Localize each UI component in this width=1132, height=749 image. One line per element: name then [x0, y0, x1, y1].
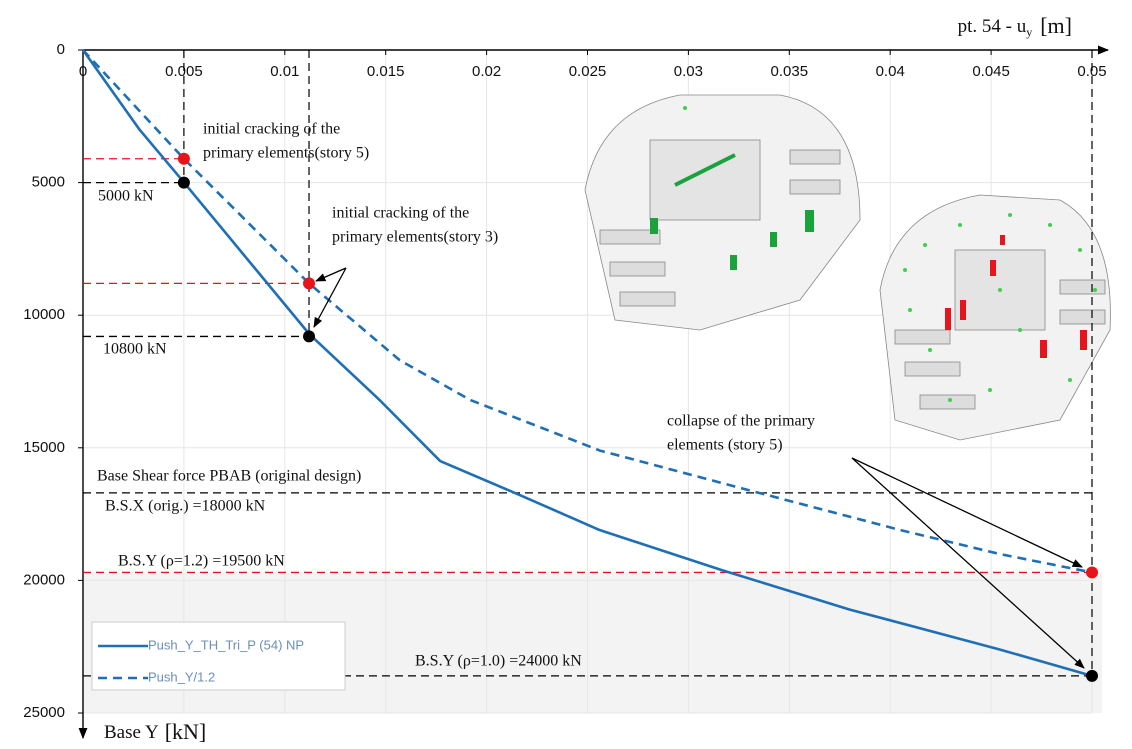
- y-tick-label: 5000: [32, 174, 65, 191]
- annotation: B.S.X (orig.) =18000 kN: [105, 498, 266, 515]
- y-tick-label: 15000: [23, 439, 65, 456]
- annotation: elements (story 5): [667, 437, 783, 454]
- x-tick-label: 0.005: [165, 63, 203, 80]
- legend-label: Push_Y/1.2: [148, 669, 215, 684]
- y-tick-label: 0: [57, 41, 65, 58]
- reference-label: B.S.Y (ρ=1.0) =24000 kN: [415, 653, 582, 670]
- x-tick-label: 0.035: [771, 63, 809, 80]
- reference-label: Base Shear force PBAB (original design): [97, 468, 361, 485]
- legend-box: [91, 621, 346, 691]
- x-tick-label: 0.03: [674, 63, 703, 80]
- reference-label: B.S.Y (ρ=1.2) =19500 kN: [118, 553, 285, 570]
- marker-point: [1086, 566, 1098, 579]
- x-tick-label: 0.015: [367, 63, 405, 80]
- marker-point: [1086, 669, 1098, 682]
- building-illustration: [584, 94, 1111, 441]
- marker-point: [177, 176, 190, 189]
- x-tick-label: 0.02: [472, 63, 501, 80]
- series-line: [82, 49, 1093, 574]
- x-tick-label: 0.045: [972, 63, 1010, 80]
- x-tick-label: 0.04: [876, 63, 905, 80]
- marker-point: [177, 152, 190, 165]
- x-axis-title-part: pt. 54 - u: [958, 16, 1027, 37]
- y-tick-label: 25000: [23, 704, 65, 721]
- plot-area: 0 0.005 0.01 0.015 0.02 0.025 0.03 0.035 0.04 0.0…: [23, 13, 1110, 744]
- annotation-arrows: [313, 267, 1085, 669]
- reference-label: 5000 kN: [98, 188, 154, 205]
- annotation: primary elements(story 3): [332, 229, 498, 246]
- x-tick-label: 0.01: [270, 63, 299, 80]
- y-axis-title-part: Base Y: [104, 722, 159, 743]
- x-axis-title-part: y: [1026, 25, 1032, 39]
- legend-label: Push_Y_TH_Tri_P (54) NP: [148, 637, 304, 652]
- annotation: primary elements(story 5): [203, 145, 369, 162]
- reference-label: 10800 kN: [103, 341, 167, 358]
- x-axis-title: pt. 54 - uy [m]: [958, 13, 1072, 39]
- annotation: collapse of the primary: [667, 413, 815, 430]
- series-line: [81, 49, 1093, 678]
- legend: Push_Y_TH_Tri_P (54) NP Push_Y/1.2: [98, 637, 304, 684]
- marker-point: [303, 330, 316, 343]
- annotation: initial cracking of the: [203, 121, 340, 138]
- marker-point: [303, 277, 316, 290]
- y-axis-title-part: [kN]: [165, 719, 207, 744]
- x-axis-title-part: [m]: [1040, 13, 1072, 38]
- x-tick-label: 0.05: [1077, 63, 1106, 80]
- y-tick-label: 10000: [23, 306, 65, 323]
- annotation: initial cracking of the: [332, 205, 469, 222]
- x-tick-label: 0.025: [569, 63, 607, 80]
- y-axis-title: Base Y [kN]: [104, 719, 206, 744]
- y-tick-label: 20000: [23, 571, 65, 588]
